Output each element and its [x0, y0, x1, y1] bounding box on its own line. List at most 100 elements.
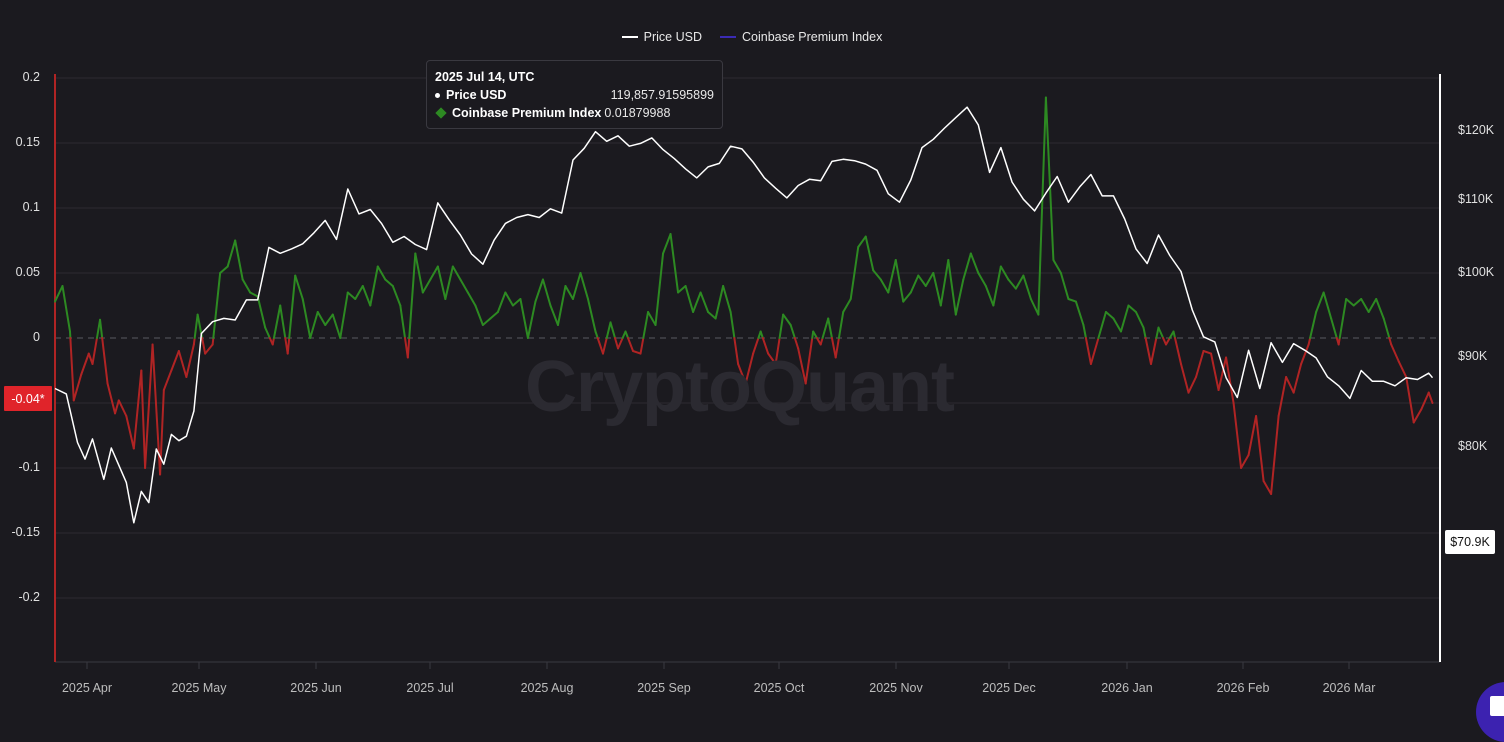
right-axis-tick-label: $90K [1458, 349, 1487, 363]
premium-segment [1128, 306, 1136, 313]
premium-segment [1340, 299, 1346, 338]
premium-segment [370, 267, 378, 306]
left-axis-tick-label: -0.2 [0, 590, 40, 604]
premium-segment [195, 315, 198, 338]
premium-segment [986, 286, 994, 306]
premium-segment [265, 328, 270, 338]
premium-segment [558, 286, 566, 325]
premium-segment [956, 280, 964, 315]
premium-segment [1008, 280, 1016, 289]
premium-segment [1286, 377, 1294, 393]
x-axis-tick-label: 2025 Dec [982, 681, 1036, 695]
premium-segment [1158, 328, 1163, 338]
left-axis-tick-label: 0.05 [0, 265, 40, 279]
premium-segment [746, 354, 754, 384]
legend-item-coinbase-premium-index[interactable]: Coinbase Premium Index [720, 30, 882, 44]
premium-segment [333, 315, 341, 338]
premium-segment [438, 267, 446, 300]
left-axis-tick-label: -0.15 [0, 525, 40, 539]
premium-segment [565, 286, 573, 299]
premium-segment [202, 338, 205, 354]
premium-segment [1076, 302, 1084, 325]
x-axis-tick-label: 2025 Apr [62, 681, 112, 695]
premium-segment [798, 348, 806, 383]
legend-item-price-usd[interactable]: Price USD [622, 30, 702, 44]
premium-segment [693, 293, 701, 313]
premium-segment [513, 299, 521, 306]
premium-segment [813, 332, 817, 339]
premium-segment [933, 273, 941, 306]
premium-segment [723, 286, 731, 312]
legend-swatch-icon [622, 36, 638, 38]
premium-segment [926, 273, 934, 286]
premium-segment [1061, 273, 1069, 299]
premium-segment [1310, 312, 1316, 338]
premium-segment [63, 286, 71, 332]
premium-segment [1369, 299, 1377, 312]
premium-segment [776, 338, 780, 364]
premium-segment [607, 322, 611, 338]
premium-segment [1271, 416, 1279, 494]
premium-segment [738, 364, 746, 384]
premium-segment [641, 338, 644, 354]
premium-segment [656, 254, 664, 326]
premium-segment [1086, 338, 1091, 364]
chart-plot-area[interactable] [0, 0, 1504, 702]
premium-segment [1241, 455, 1249, 468]
chart-legend: Price USD Coinbase Premium Index [0, 30, 1504, 44]
premium-segment [164, 371, 172, 391]
premium-segment [753, 338, 758, 354]
premium-segment [701, 293, 709, 313]
premium-segment [393, 286, 401, 306]
tooltip-series-name: Price USD [446, 86, 506, 104]
premium-segment [303, 299, 311, 338]
premium-segment [340, 293, 348, 339]
premium-segment [1324, 293, 1332, 319]
premium-segment [731, 312, 735, 338]
premium-segment [678, 286, 686, 293]
premium-segment [1399, 361, 1407, 377]
chat-icon [1490, 696, 1504, 716]
premium-segment [1083, 325, 1086, 338]
premium-segment [445, 267, 453, 300]
left-axis-tick-label: 0.1 [0, 200, 40, 214]
premium-segment [289, 276, 295, 338]
premium-segment [1309, 338, 1311, 345]
left-axis-tick-label: 0.15 [0, 135, 40, 149]
premium-segment [505, 293, 513, 306]
diamond-marker-icon [435, 107, 446, 118]
premium-segment [385, 280, 393, 287]
premium-segment [761, 332, 763, 339]
premium-segment [408, 338, 409, 358]
premium-segment [1151, 338, 1156, 364]
x-axis-tick-label: 2025 Jun [290, 681, 341, 695]
premium-segment [873, 270, 881, 279]
premium-segment [763, 338, 768, 354]
premium-segment [220, 267, 228, 274]
premium-segment [498, 293, 506, 313]
premium-segment [1174, 332, 1176, 339]
premium-segment [896, 260, 904, 302]
premium-segment [1106, 312, 1114, 319]
premium-segment [171, 351, 179, 371]
left-axis-tick-label: 0 [0, 330, 40, 344]
premium-segment [102, 338, 107, 384]
premium-segment [603, 338, 607, 354]
premium-segment [1354, 299, 1362, 306]
premium-segment [468, 293, 476, 306]
x-axis-tick-label: 2026 Jan [1101, 681, 1152, 695]
premium-segment [1301, 345, 1309, 365]
premium-segment [1384, 319, 1390, 339]
premium-segment [918, 276, 926, 286]
premium-segment [355, 286, 363, 299]
premium-segment [686, 286, 694, 312]
premium-segment [126, 416, 134, 449]
premium-segment [1376, 299, 1384, 319]
premium-segment [963, 254, 971, 280]
right-axis-tick-label: $80K [1458, 439, 1487, 453]
left-axis-tick-label: 0.2 [0, 70, 40, 84]
premium-segment [55, 286, 63, 302]
premium-segment [580, 273, 588, 299]
tooltip-date: 2025 Jul 14, UTC [435, 68, 714, 86]
premium-segment [628, 338, 633, 351]
